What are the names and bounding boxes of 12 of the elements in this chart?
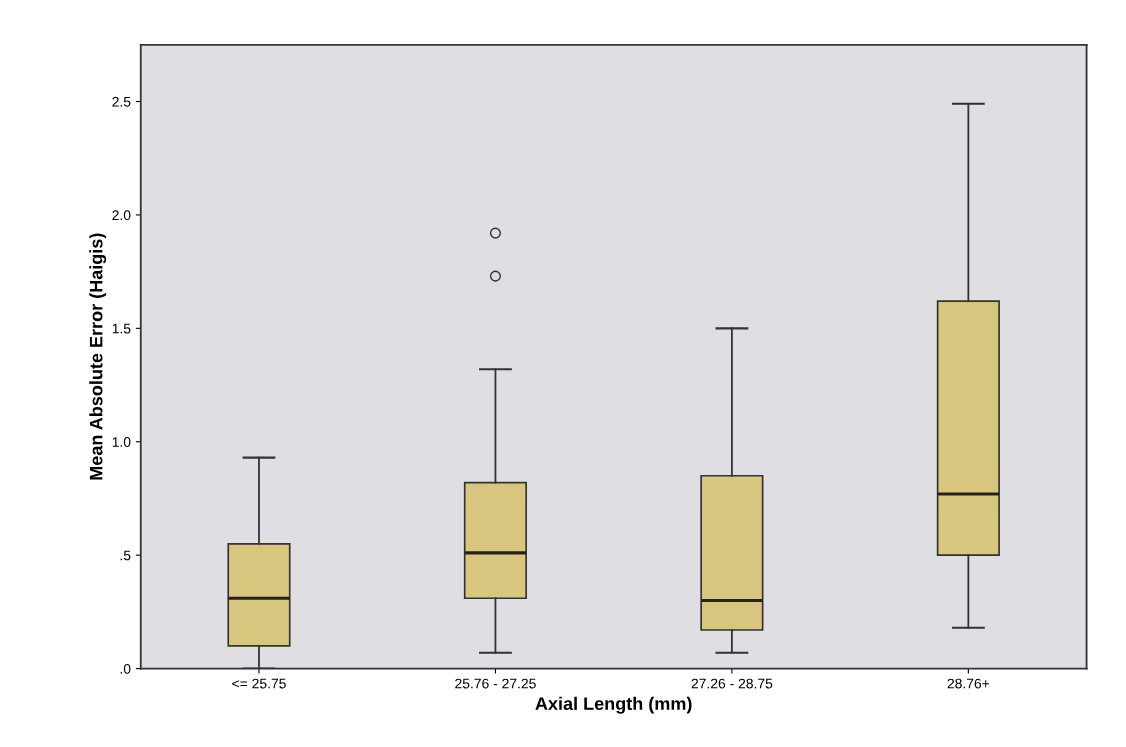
y-axis-title: Mean Absolute Error (Haigis) (89, 233, 107, 480)
y-tick-label: .0 (120, 663, 131, 674)
y-tick-label: 2.5 (112, 96, 131, 107)
x-tick-label: <= 25.75 (232, 678, 286, 689)
y-tick-label: 1.0 (112, 437, 131, 447)
x-tick-label: 27.26 - 28.75 (691, 678, 773, 689)
x-tick-label: 25.76 - 27.25 (455, 678, 536, 689)
y-tick-label: 1.5 (112, 323, 131, 334)
y-tick-label: .5 (120, 550, 131, 561)
y-tick-label: 2.0 (112, 210, 131, 221)
x-tick-label: 28.76+ (947, 678, 990, 689)
x-axis-title: Axial Length (mm) (535, 696, 692, 714)
